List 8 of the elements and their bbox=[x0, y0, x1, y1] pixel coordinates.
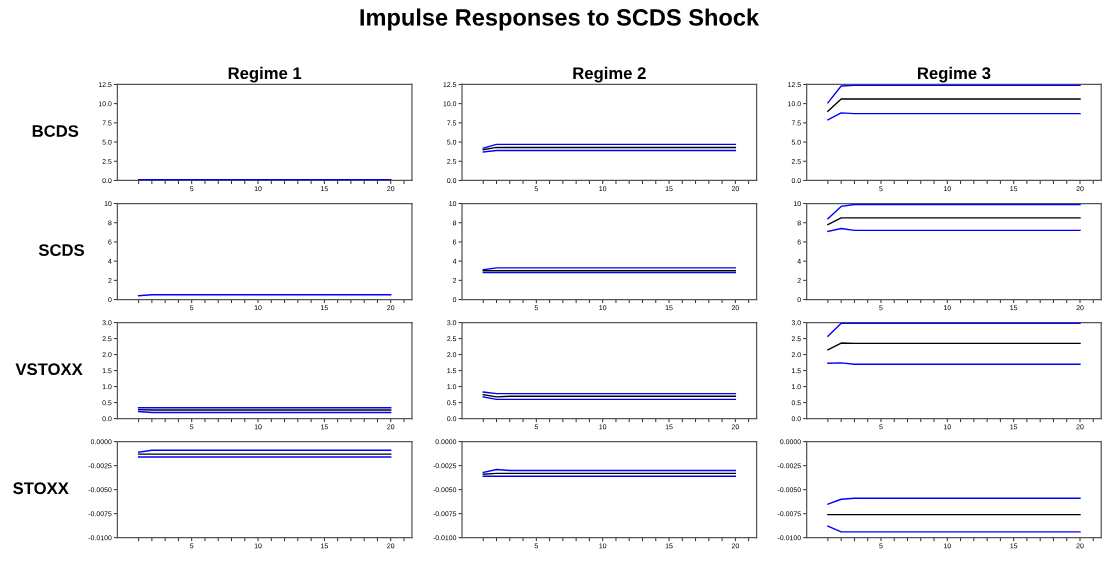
y-axis-title: STOXX bbox=[13, 482, 69, 495]
text: Impulse Responses to SCDS Shock bbox=[360, 8, 760, 31]
y-axis-title: BCDS bbox=[32, 125, 79, 137]
chart-title: Regime 2 bbox=[573, 66, 646, 83]
chart-title: Regime 3 bbox=[918, 66, 991, 83]
chart-title: Regime 1 bbox=[228, 66, 302, 83]
y-axis-title: VSTOXX bbox=[15, 363, 83, 376]
y-axis-title: SCDS bbox=[38, 244, 85, 256]
